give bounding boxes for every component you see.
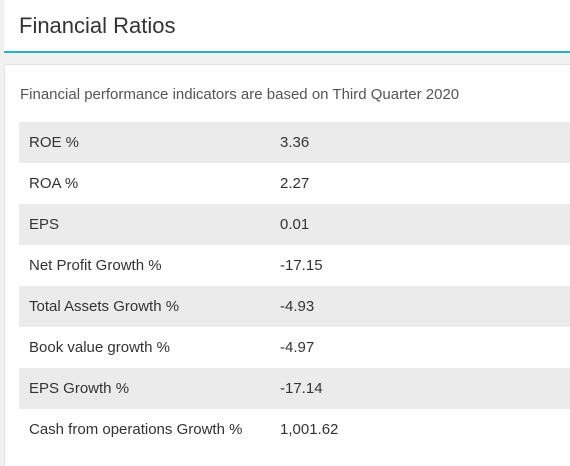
- ratio-label: Net Profit Growth %: [29, 257, 162, 274]
- ratio-value: 0.01: [270, 204, 570, 245]
- table-row: Cash from operations Growth % 1,001.62: [19, 409, 570, 450]
- table-row: EPS Growth % -17.14: [19, 368, 570, 409]
- ratio-label: EPS: [19, 204, 270, 245]
- section-header: Financial Ratios: [4, 0, 570, 53]
- ratio-value: -4.93: [270, 286, 570, 327]
- ratio-label: Total Assets Growth %: [19, 286, 270, 327]
- ratio-value: -17.14: [270, 368, 570, 409]
- table-row: Total Assets Growth % -4.93: [19, 286, 570, 327]
- table-row: ROA % 2.27: [19, 163, 570, 204]
- ratio-label: Book value growth %: [29, 339, 170, 356]
- table-row: Net Profit Growth % -17.15: [19, 245, 570, 286]
- ratio-value: 2.27: [280, 175, 310, 192]
- ratios-table: ROE % 3.36 ROA % 2.27 EPS 0.01 Net Profi…: [19, 122, 570, 450]
- ratio-label: EPS Growth %: [19, 368, 270, 409]
- ratios-subtitle: Financial performance indicators are bas…: [20, 86, 460, 103]
- table-row: Book value growth % -4.97: [19, 327, 570, 368]
- table-row: EPS 0.01: [19, 204, 570, 245]
- ratio-label: ROA %: [29, 175, 79, 192]
- ratio-label: ROE %: [19, 122, 270, 163]
- financial-ratios-card: Financial performance indicators are bas…: [4, 64, 570, 466]
- ratio-value: 3.36: [270, 122, 570, 163]
- page-title: Financial Ratios: [19, 13, 176, 38]
- table-row: ROE % 3.36: [19, 122, 570, 163]
- ratio-label: Cash from operations Growth %: [29, 421, 243, 438]
- ratio-value: 1,001.62: [280, 421, 339, 438]
- ratio-value: -4.97: [280, 339, 315, 356]
- ratio-value: -17.15: [280, 257, 323, 274]
